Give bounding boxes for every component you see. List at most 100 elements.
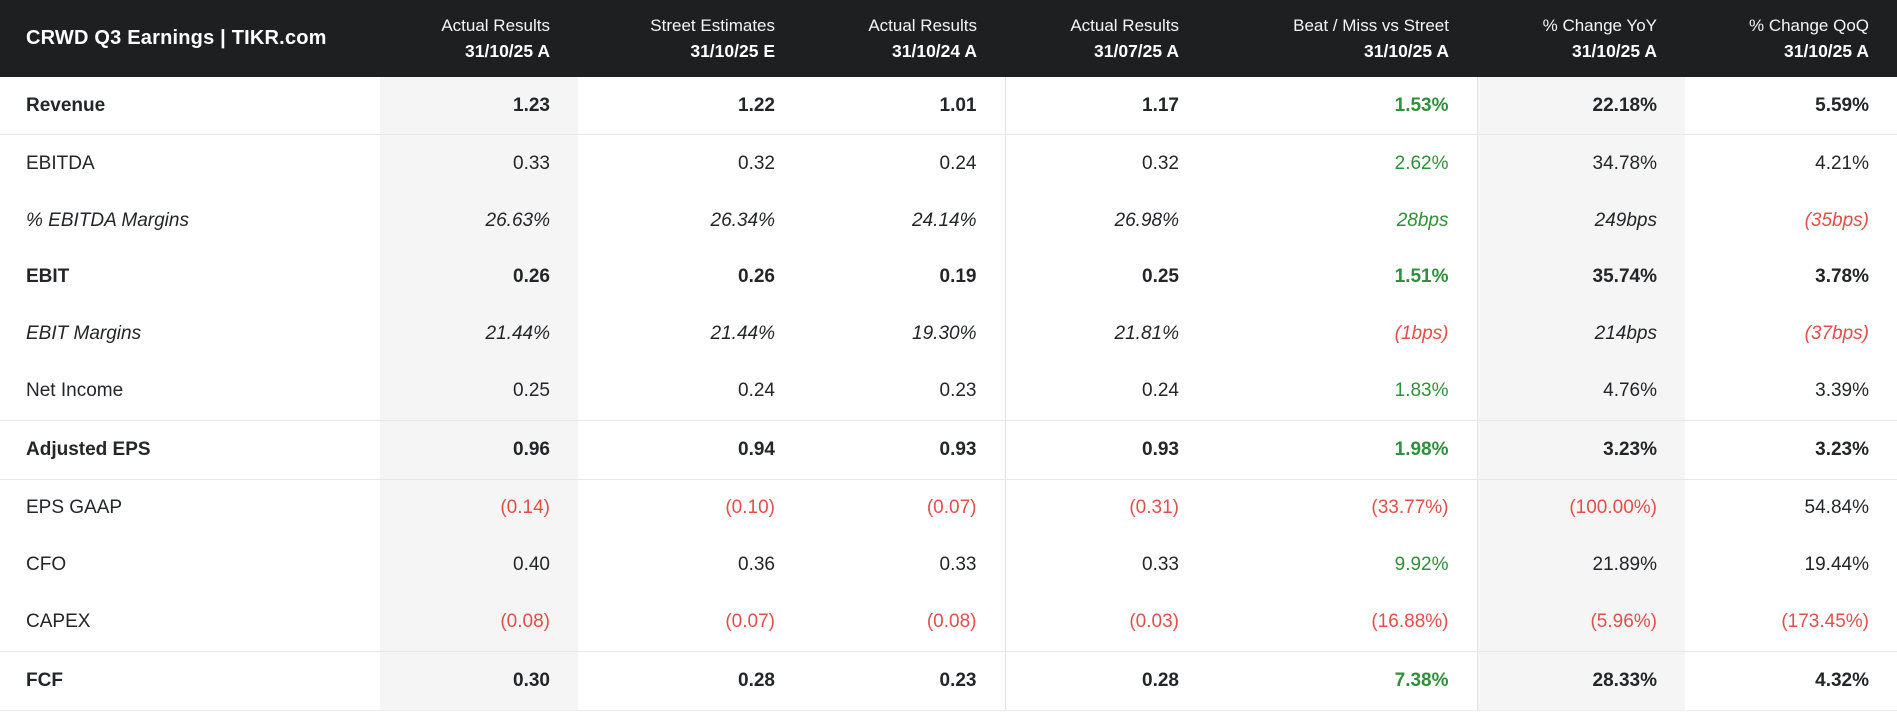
cell: 4.21% — [1815, 152, 1869, 174]
column-header-type: % Change YoY — [1542, 16, 1657, 35]
row-label: FCF — [0, 651, 380, 712]
cell: (0.14) — [500, 497, 550, 519]
cell: 4.32% — [1685, 651, 1897, 712]
cell-beat-miss: 1.53% — [1207, 77, 1478, 136]
cell: 0.32 — [1142, 152, 1179, 174]
table-body: Revenue 1.23 1.22 1.01 1.17 1.53% 22.18%… — [0, 77, 1897, 712]
cell: 0.24 — [803, 134, 1006, 193]
cell: 0.26 — [513, 266, 550, 288]
table-row-adjusted-eps: Adjusted EPS 0.96 0.94 0.93 0.93 1.98% 3… — [0, 420, 1897, 480]
column-header-date: 31/07/25 A — [1094, 41, 1179, 61]
cell-beat-miss: 9.92% — [1207, 536, 1478, 594]
cell: 21.89% — [1592, 554, 1657, 576]
table-row-net-income: Net Income 0.25 0.24 0.23 0.24 1.83% 4.7… — [0, 362, 1897, 421]
cell: 0.40 — [513, 554, 550, 576]
column-header-date: 31/10/25 A — [1572, 41, 1657, 61]
table-row-revenue: Revenue 1.23 1.22 1.01 1.17 1.53% 22.18%… — [0, 77, 1897, 136]
cell: 22.18% — [1477, 77, 1685, 136]
cell: (0.07) — [803, 479, 1006, 537]
column-header-beat-miss: Beat / Miss vs Street 31/10/25 A — [1207, 0, 1477, 77]
cell: 5.59% — [1685, 77, 1897, 136]
cell-beat-miss: (1bps) — [1207, 305, 1478, 363]
column-header-actual-prior-year: Actual Results 31/10/24 A — [803, 0, 1005, 77]
cell-beat-miss: 1.98% — [1207, 420, 1478, 480]
table-row-ebit: EBIT 0.26 0.26 0.19 0.25 1.51% 35.74% 3.… — [0, 249, 1897, 306]
cell: (35bps) — [1804, 209, 1869, 231]
cell: 28.33% — [1477, 651, 1685, 712]
cell-beat-miss: 7.38% — [1207, 651, 1478, 712]
column-header-type: Actual Results — [441, 16, 550, 35]
cell: 0.25 — [1142, 266, 1179, 288]
column-header-street-estimates: Street Estimates 31/10/25 E — [578, 0, 803, 77]
column-header-date: 31/10/25 E — [690, 41, 775, 61]
cell: 0.25 — [380, 362, 578, 421]
cell: 24.14% — [803, 192, 1006, 250]
cell: 0.33 — [803, 536, 1006, 594]
cell-beat-miss: 28bps — [1207, 192, 1478, 250]
cell: 0.23 — [803, 362, 1006, 421]
column-header-actual-prior-quarter: Actual Results 31/07/25 A — [1005, 0, 1207, 77]
column-header-date: 31/10/25 A — [1364, 41, 1449, 61]
cell: 21.44% — [710, 322, 775, 344]
row-label: % EBITDA Margins — [26, 209, 189, 231]
cell: (5.96%) — [1477, 593, 1685, 652]
table-row-eps-gaap: EPS GAAP (0.14) (0.10) (0.07) (0.31) (33… — [0, 479, 1897, 537]
row-label: EBIT Margins — [26, 322, 142, 344]
cell: 21.81% — [1114, 322, 1179, 344]
cell: 214bps — [1594, 322, 1657, 344]
column-header-type: Beat / Miss vs Street — [1293, 16, 1449, 35]
cell: 0.24 — [1005, 362, 1207, 421]
column-header-type: % Change QoQ — [1748, 16, 1869, 35]
cell: 0.24 — [578, 362, 803, 421]
cell-beat-miss: 1.83% — [1207, 362, 1478, 421]
cell: 21.44% — [485, 322, 550, 344]
cell: 0.36 — [738, 554, 775, 576]
cell: 3.23% — [1477, 420, 1685, 480]
cell: 3.78% — [1815, 266, 1869, 288]
cell: (173.45%) — [1685, 593, 1897, 652]
table-row-capex: CAPEX (0.08) (0.07) (0.08) (0.03) (16.88… — [0, 593, 1897, 652]
cell: 3.23% — [1685, 420, 1897, 480]
cell: 0.33 — [513, 152, 550, 174]
column-header-actual-1: Actual Results 31/10/25 A — [380, 0, 578, 77]
row-label: Revenue — [0, 77, 380, 136]
cell: 0.28 — [1005, 651, 1207, 712]
cell: 0.96 — [380, 420, 578, 480]
column-header-type: Street Estimates — [650, 16, 775, 35]
table-row-cfo: CFO 0.40 0.36 0.33 0.33 9.92% 21.89% 19.… — [0, 536, 1897, 594]
row-label: Adjusted EPS — [0, 420, 380, 480]
column-header-change-qoq: % Change QoQ 31/10/25 A — [1685, 0, 1897, 77]
table-header: CRWD Q3 Earnings | TIKR.com Actual Resul… — [0, 0, 1897, 77]
table-row-ebitda-margins: % EBITDA Margins 26.63% 26.34% 24.14% 26… — [0, 192, 1897, 250]
cell: 26.98% — [1114, 209, 1179, 231]
cell: 1.22 — [578, 77, 803, 136]
page-title: CRWD Q3 Earnings | TIKR.com — [0, 0, 380, 77]
cell: 0.94 — [578, 420, 803, 480]
row-label: EBITDA — [26, 152, 95, 174]
cell: 0.32 — [738, 152, 775, 174]
cell: 1.01 — [803, 77, 1006, 136]
cell: (0.03) — [1005, 593, 1207, 652]
cell: (0.08) — [803, 593, 1006, 652]
cell: (37bps) — [1804, 322, 1869, 344]
cell: (0.07) — [578, 593, 803, 652]
cell: 249bps — [1594, 209, 1657, 231]
cell: 3.39% — [1685, 362, 1897, 421]
cell: 26.63% — [485, 209, 550, 231]
cell: 0.26 — [738, 266, 775, 288]
table-row-ebit-margins: EBIT Margins 21.44% 21.44% 19.30% 21.81%… — [0, 305, 1897, 363]
cell-beat-miss: (33.77%) — [1207, 479, 1478, 537]
cell-beat-miss: 1.51% — [1207, 249, 1478, 306]
cell: 0.93 — [1005, 420, 1207, 480]
cell: (0.10) — [725, 497, 775, 519]
cell: (100.00%) — [1569, 497, 1657, 519]
cell: 19.44% — [1804, 554, 1869, 576]
cell: 0.93 — [803, 420, 1006, 480]
column-header-date: 31/10/25 A — [1784, 41, 1869, 61]
cell: 0.33 — [1142, 554, 1179, 576]
cell: 1.17 — [1005, 77, 1207, 136]
cell-beat-miss: (16.88%) — [1207, 593, 1478, 652]
cell: (0.31) — [1129, 497, 1179, 519]
